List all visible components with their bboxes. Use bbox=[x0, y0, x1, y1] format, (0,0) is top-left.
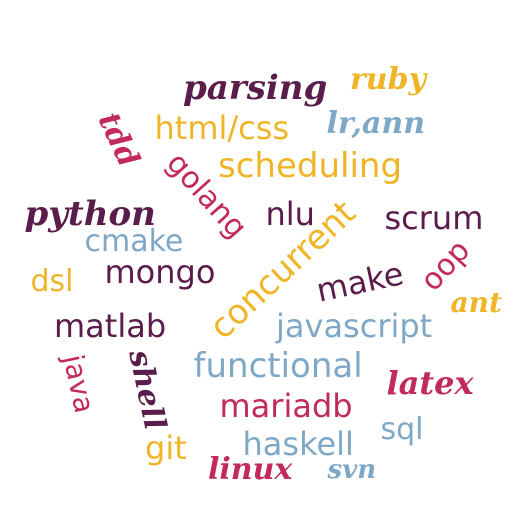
word-dsl: dsl bbox=[30, 264, 74, 299]
word-latex: latex bbox=[386, 364, 474, 402]
word-cmake: cmake bbox=[84, 224, 184, 259]
word-haskell: haskell bbox=[242, 425, 354, 463]
word-functional: functional bbox=[193, 346, 363, 386]
word-parsing: parsing bbox=[183, 68, 328, 108]
word-nlu: nlu bbox=[265, 195, 315, 233]
word-tdd: tdd bbox=[90, 107, 147, 173]
word-git: git bbox=[145, 429, 187, 467]
word-python: python bbox=[24, 194, 156, 234]
word-svn: svn bbox=[327, 455, 377, 485]
word-ant: ant bbox=[450, 286, 502, 319]
word-java: java bbox=[56, 351, 101, 417]
word-matlab: matlab bbox=[54, 307, 167, 345]
word-mariadb: mariadb bbox=[219, 387, 353, 425]
word-javascript: javascript bbox=[276, 307, 433, 345]
word-shell: shell bbox=[120, 346, 172, 433]
word-scrum: scrum bbox=[384, 199, 484, 237]
word-lr-ann: lr,ann bbox=[326, 106, 426, 141]
word-html-css: html/css bbox=[154, 109, 290, 147]
word-mongo: mongo bbox=[104, 253, 216, 291]
word-linux: linux bbox=[208, 452, 293, 487]
word-sql: sql bbox=[380, 412, 424, 447]
word-scheduling: scheduling bbox=[218, 146, 403, 186]
word-make: make bbox=[313, 254, 407, 310]
word-ruby: ruby bbox=[350, 62, 427, 97]
